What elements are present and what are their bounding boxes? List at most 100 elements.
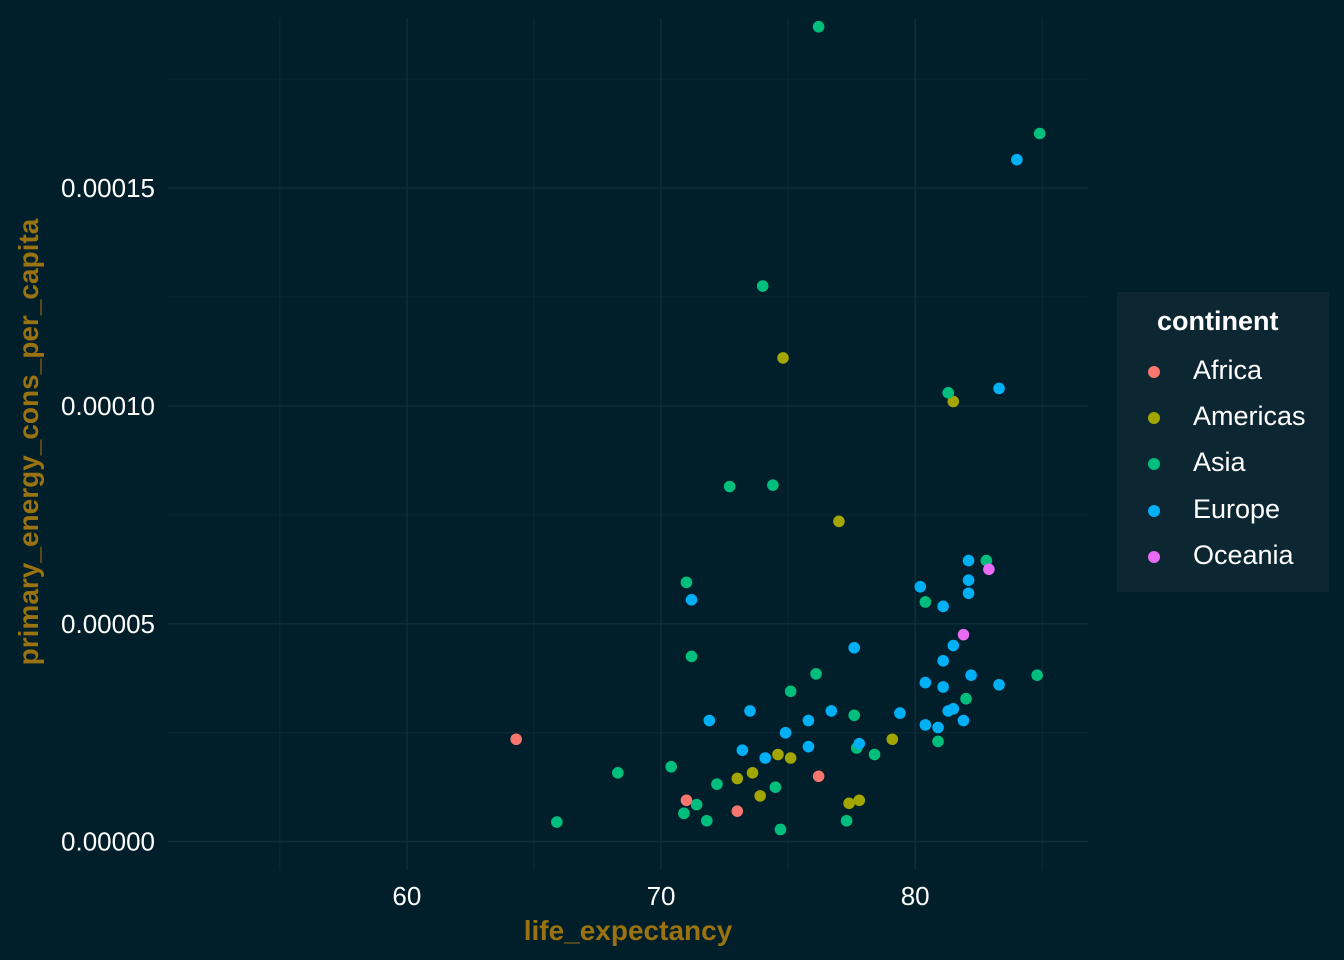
data-point-africa <box>731 805 744 817</box>
data-point-europe <box>993 382 1005 395</box>
data-point-asia <box>810 668 822 680</box>
x-tick-label: 60 <box>392 881 421 911</box>
data-point-asia <box>868 748 881 761</box>
data-point-asia <box>942 386 955 399</box>
legend-label-africa: Africa <box>1193 355 1263 385</box>
data-point-europe <box>962 574 975 586</box>
data-point-asia <box>774 823 787 836</box>
legend-item-europe: Europe <box>1117 488 1329 534</box>
legend: continent Africa Americas Asia Europe Oc… <box>1117 292 1329 592</box>
data-point-asia <box>723 480 736 493</box>
data-point-europe <box>685 594 698 606</box>
data-point-africa <box>510 733 522 746</box>
data-point-asia <box>784 685 797 698</box>
data-point-asia <box>612 767 624 779</box>
data-point-europe <box>957 714 970 727</box>
data-point-asia <box>1031 669 1043 681</box>
data-point-europe <box>965 669 977 681</box>
data-point-europe <box>744 705 756 717</box>
legend-swatch-americas <box>1148 412 1160 424</box>
data-point-asia <box>840 814 853 827</box>
data-point-europe <box>802 714 815 727</box>
legend-item-africa: Africa <box>1117 349 1329 395</box>
legend-swatch-europe <box>1148 505 1160 517</box>
data-point-asia <box>980 554 993 567</box>
data-point-americas <box>772 748 784 761</box>
data-point-americas <box>886 733 899 746</box>
legend-item-asia: Asia <box>1117 441 1329 487</box>
data-point-europe <box>736 744 749 756</box>
grid-lines <box>168 18 1088 870</box>
legend-item-oceania: Oceania <box>1117 534 1329 580</box>
y-tick-label: 0.00010 <box>61 391 155 421</box>
data-point-asia <box>812 20 825 33</box>
data-point-asia <box>680 576 693 589</box>
data-point-europe <box>962 587 975 600</box>
data-point-asia <box>932 735 944 748</box>
data-point-europe <box>947 702 960 715</box>
data-point-asia <box>769 781 782 793</box>
data-point-europe <box>947 639 960 652</box>
data-point-europe <box>932 721 944 734</box>
legend-label-europe: Europe <box>1193 494 1281 524</box>
x-tick-label: 70 <box>647 881 676 911</box>
data-point-europe <box>919 719 932 731</box>
legend-swatch-asia <box>1148 458 1160 470</box>
data-point-asia <box>767 479 779 491</box>
data-point-americas <box>746 767 759 779</box>
data-point-europe <box>1011 153 1023 166</box>
data-point-asia <box>700 814 713 827</box>
x-axis-title: life_expectancy <box>524 915 733 946</box>
data-point-asia <box>678 807 690 820</box>
data-point-europe <box>914 580 927 593</box>
data-point-europe <box>993 678 1005 691</box>
data-point-americas <box>777 352 789 364</box>
y-axis-title: primary_energy_cons_per_capita <box>13 218 44 665</box>
data-point-americas <box>853 794 866 807</box>
y-tick-label: 0.00005 <box>61 609 155 639</box>
data-point-asia <box>848 709 860 722</box>
data-point-europe <box>919 676 932 689</box>
data-point-asia <box>551 816 563 828</box>
legend-title: continent <box>1157 306 1279 336</box>
data-point-europe <box>937 600 949 613</box>
data-point-americas <box>843 797 855 810</box>
data-point-europe <box>779 726 792 739</box>
data-point-africa <box>812 770 825 783</box>
data-point-europe <box>825 705 838 717</box>
data-point-asia <box>960 692 972 705</box>
data-point-europe <box>848 641 860 654</box>
legend-label-asia: Asia <box>1193 447 1246 477</box>
data-point-americas <box>784 752 797 764</box>
data-point-europe <box>937 681 949 693</box>
data-point-asia <box>1033 127 1046 140</box>
tick-labels: 60 70 80 0.00000 0.00005 0.00010 0.00015 <box>61 173 930 911</box>
data-point-asia <box>711 778 723 790</box>
y-tick-label: 0.00015 <box>61 173 155 203</box>
y-tick-label: 0.00000 <box>61 827 155 857</box>
data-point-asia <box>665 760 678 773</box>
legend-swatch-oceania <box>1148 551 1160 563</box>
data-point-asia <box>919 596 932 608</box>
data-point-americas <box>754 790 766 802</box>
data-point-europe <box>962 554 975 567</box>
data-point-oceania <box>983 563 995 576</box>
data-point-oceania <box>957 628 970 641</box>
data-point-asia <box>756 280 769 292</box>
data-points <box>510 20 1046 836</box>
legend-item-americas: Americas <box>1117 395 1329 441</box>
data-point-europe <box>759 752 772 764</box>
data-point-europe <box>894 707 906 719</box>
data-point-europe <box>802 740 815 753</box>
legend-label-americas: Americas <box>1193 401 1306 431</box>
data-point-asia <box>690 798 703 811</box>
data-point-americas <box>947 395 960 408</box>
data-point-americas <box>731 772 744 785</box>
legend-label-oceania: Oceania <box>1193 540 1294 570</box>
data-point-europe <box>937 655 949 667</box>
data-point-africa <box>680 794 693 807</box>
data-point-americas <box>833 515 845 528</box>
data-point-europe <box>853 737 866 750</box>
legend-swatch-africa <box>1148 366 1160 378</box>
